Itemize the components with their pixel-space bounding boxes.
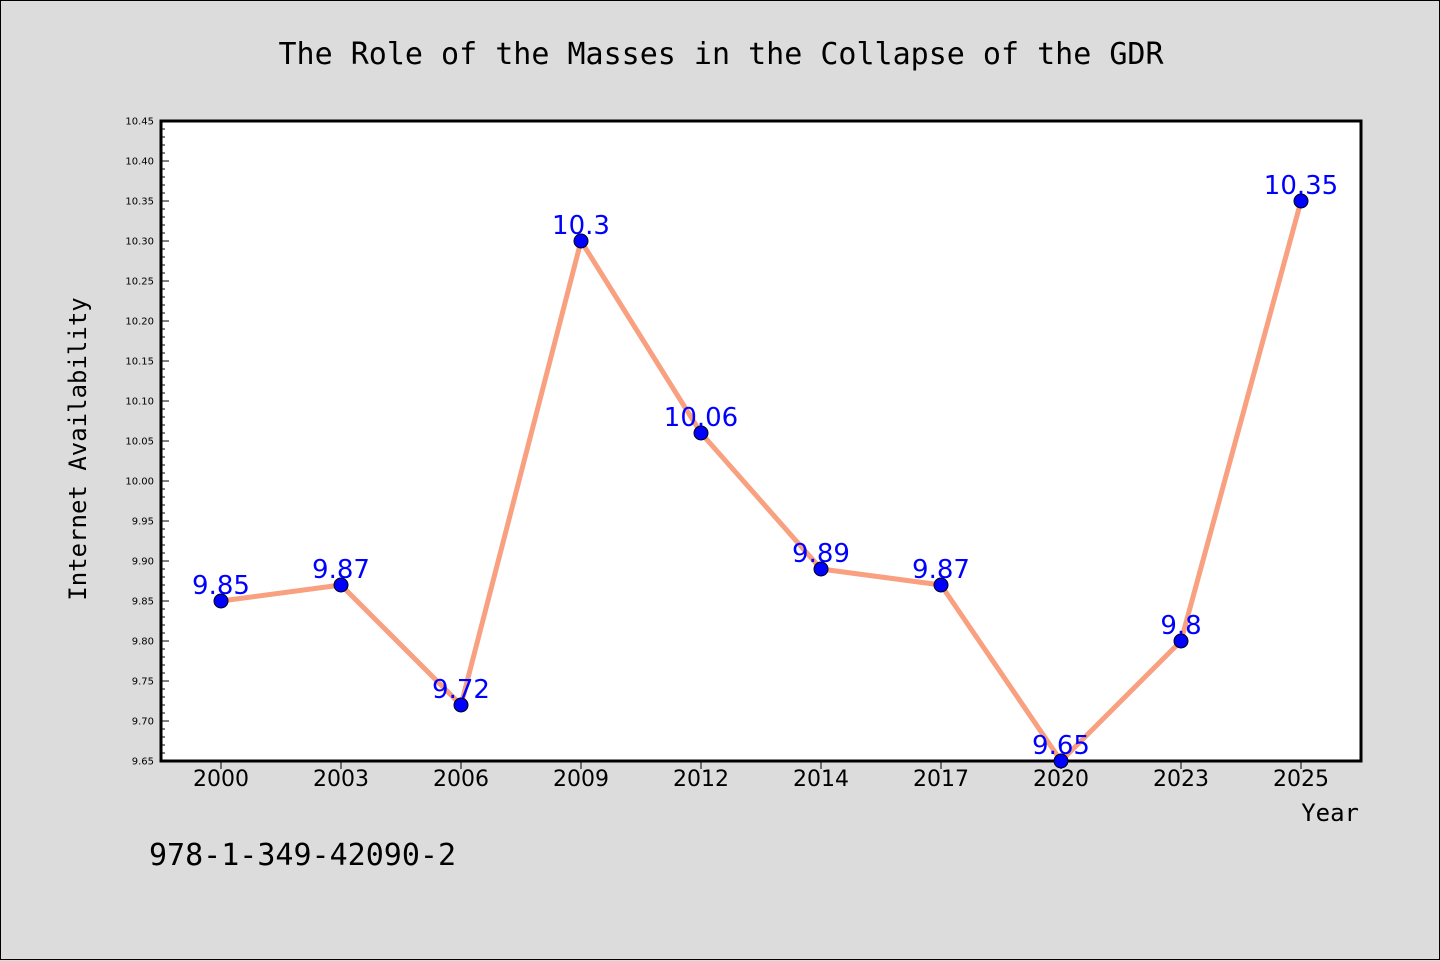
plot-area	[159, 119, 1363, 763]
y-axis-label: Internet Availability	[64, 297, 92, 600]
x-tick-label: 2012	[673, 767, 729, 792]
data-point	[1173, 633, 1189, 649]
y-tick-label: 10.30	[125, 237, 154, 248]
y-tick-label: 10.05	[125, 437, 154, 448]
data-labels-layer: 9.85 9.87 9.72 10.3 10.06 9.89 9.87 9.65 9.8 10.3…	[192, 171, 1338, 761]
data-label: 9.87	[912, 555, 970, 585]
y-tick-label: 10.15	[125, 357, 154, 368]
data-point	[933, 577, 949, 593]
x-tick-label: 2023	[1153, 767, 1209, 792]
y-tick-label: 9.85	[132, 597, 154, 608]
data-label: 9.89	[792, 539, 850, 569]
data-label: 9.65	[1032, 731, 1090, 761]
y-tick-label: 10.00	[125, 477, 154, 488]
data-label: 9.72	[432, 675, 490, 705]
x-tick-label: 2009	[553, 767, 609, 792]
y-tick-label: 10.35	[125, 197, 154, 208]
y-tick-label: 9.80	[132, 637, 154, 648]
x-axis-ticks: 2000 2003 2006 2009 2012 2014 2017 2020 2023 2025	[193, 761, 1329, 792]
y-tick-label: 10.20	[125, 317, 154, 328]
y-tick-label: 9.95	[132, 517, 154, 528]
data-label: 9.87	[312, 555, 370, 585]
y-tick-label: 10.25	[125, 277, 154, 288]
isbn-text: 978-1-349-42090-2	[149, 838, 456, 873]
data-point	[453, 697, 469, 713]
y-tick-label: 9.90	[132, 557, 154, 568]
x-tick-label: 2006	[433, 767, 489, 792]
x-axis-label: Year	[1301, 799, 1359, 827]
series-layer	[213, 193, 1309, 769]
chart-title: The Role of the Masses in the Collapse o…	[278, 37, 1164, 72]
x-tick-label: 2003	[313, 767, 369, 792]
y-axis-ticks: 9.65 9.70 9.75 9.80 9.85 9.90 9.95 10.00 10.05 10…	[125, 117, 169, 768]
y-tick-label: 10.40	[125, 157, 154, 168]
data-label: 10.3	[552, 211, 610, 241]
y-tick-label: 9.75	[132, 677, 154, 688]
series-line	[218, 198, 1304, 764]
x-tick-label: 2020	[1033, 767, 1089, 792]
data-point	[573, 233, 589, 249]
data-point	[213, 593, 229, 609]
data-label: 9.8	[1160, 611, 1201, 641]
y-tick-label: 9.70	[132, 717, 154, 728]
data-point	[693, 425, 709, 441]
y-tick-label: 9.65	[132, 757, 154, 768]
x-tick-label: 2025	[1273, 767, 1329, 792]
x-tick-label: 2017	[913, 767, 969, 792]
data-label: 9.85	[192, 571, 250, 601]
data-point	[1293, 193, 1309, 209]
data-label: 10.35	[1264, 171, 1338, 201]
data-point	[1053, 753, 1069, 769]
y-tick-label: 10.45	[125, 117, 154, 128]
data-point	[333, 577, 349, 593]
data-point	[813, 561, 829, 577]
y-tick-label: 10.10	[125, 397, 154, 408]
data-label: 10.06	[664, 403, 738, 433]
x-tick-label: 2000	[193, 767, 249, 792]
x-tick-label: 2014	[793, 767, 849, 792]
